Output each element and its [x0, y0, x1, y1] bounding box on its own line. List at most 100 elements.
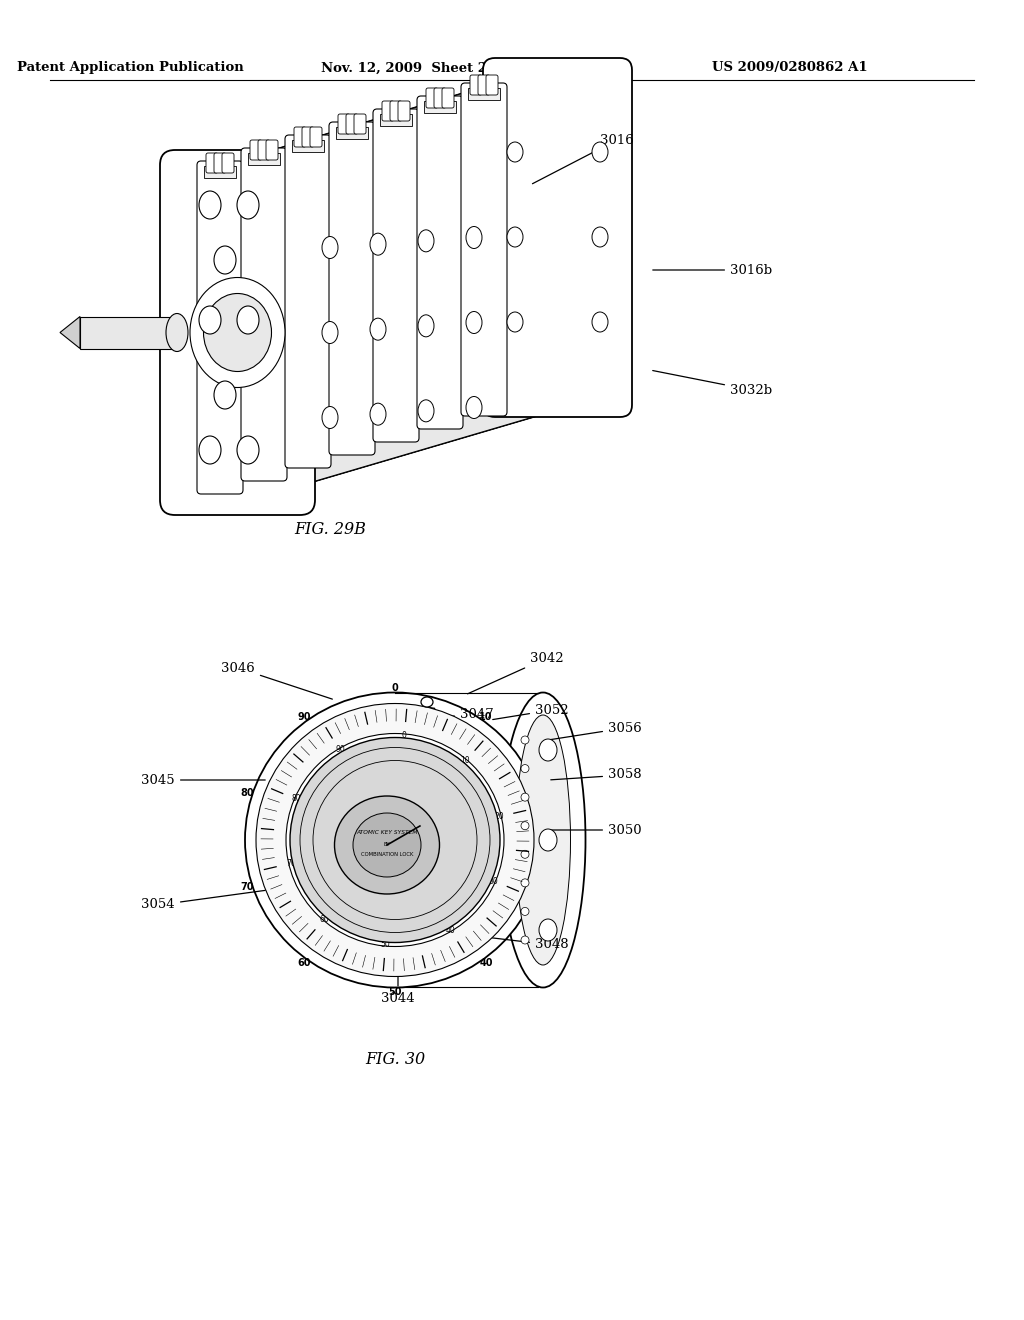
- Polygon shape: [336, 127, 368, 139]
- Polygon shape: [190, 395, 608, 490]
- Ellipse shape: [507, 312, 523, 333]
- FancyBboxPatch shape: [470, 75, 482, 95]
- Text: 3052: 3052: [493, 704, 568, 719]
- Ellipse shape: [521, 907, 529, 916]
- Text: 30: 30: [488, 876, 499, 886]
- Text: 90: 90: [335, 746, 345, 755]
- FancyBboxPatch shape: [160, 150, 315, 515]
- FancyBboxPatch shape: [486, 75, 498, 95]
- Text: 3054: 3054: [141, 891, 265, 912]
- Text: 10: 10: [461, 756, 470, 766]
- Text: FIG. 29B: FIG. 29B: [294, 521, 366, 539]
- FancyBboxPatch shape: [354, 114, 366, 135]
- Text: 0: 0: [391, 682, 398, 693]
- FancyBboxPatch shape: [241, 148, 287, 480]
- Polygon shape: [380, 114, 412, 125]
- FancyBboxPatch shape: [266, 140, 278, 160]
- Ellipse shape: [199, 436, 221, 465]
- Text: FIG. 30: FIG. 30: [365, 1052, 425, 1068]
- Ellipse shape: [237, 191, 259, 219]
- Text: 3016b: 3016b: [652, 264, 772, 276]
- Ellipse shape: [521, 879, 529, 887]
- Ellipse shape: [237, 436, 259, 465]
- Ellipse shape: [418, 230, 434, 252]
- Text: 40: 40: [445, 925, 455, 935]
- FancyBboxPatch shape: [478, 75, 490, 95]
- Text: 3047: 3047: [418, 709, 494, 722]
- FancyBboxPatch shape: [285, 135, 331, 469]
- Text: 3048: 3048: [471, 936, 568, 952]
- Polygon shape: [285, 81, 608, 490]
- FancyBboxPatch shape: [442, 88, 454, 108]
- FancyBboxPatch shape: [346, 114, 358, 135]
- Text: 0: 0: [401, 731, 407, 741]
- Text: 20: 20: [495, 812, 504, 821]
- Text: 3032b: 3032b: [652, 371, 772, 396]
- Text: 60: 60: [319, 915, 330, 924]
- Polygon shape: [60, 317, 80, 348]
- Ellipse shape: [322, 322, 338, 343]
- Polygon shape: [204, 166, 236, 178]
- Text: 3045: 3045: [141, 774, 265, 787]
- Text: 40: 40: [479, 958, 493, 968]
- Text: 3058: 3058: [551, 768, 642, 781]
- Ellipse shape: [592, 143, 608, 162]
- Ellipse shape: [539, 829, 557, 851]
- Polygon shape: [424, 102, 456, 114]
- Ellipse shape: [290, 738, 500, 942]
- Polygon shape: [292, 140, 324, 152]
- Text: US 2009/0280862 A1: US 2009/0280862 A1: [712, 62, 867, 74]
- FancyBboxPatch shape: [310, 127, 322, 147]
- Ellipse shape: [370, 318, 386, 341]
- Ellipse shape: [322, 407, 338, 429]
- FancyBboxPatch shape: [302, 127, 314, 147]
- FancyBboxPatch shape: [483, 58, 632, 417]
- FancyBboxPatch shape: [417, 96, 463, 429]
- FancyBboxPatch shape: [214, 153, 226, 173]
- Text: COMBINATION LOCK: COMBINATION LOCK: [360, 853, 414, 858]
- Text: 3046: 3046: [221, 661, 333, 700]
- FancyBboxPatch shape: [197, 161, 243, 494]
- Ellipse shape: [421, 697, 433, 708]
- Text: 80: 80: [292, 795, 301, 804]
- FancyBboxPatch shape: [222, 153, 234, 173]
- Text: 90: 90: [297, 711, 310, 722]
- Ellipse shape: [466, 312, 482, 334]
- Ellipse shape: [245, 693, 545, 987]
- Polygon shape: [248, 153, 280, 165]
- Ellipse shape: [237, 306, 259, 334]
- Ellipse shape: [466, 396, 482, 418]
- Ellipse shape: [466, 227, 482, 248]
- Ellipse shape: [322, 236, 338, 259]
- Text: 50: 50: [381, 940, 390, 949]
- FancyBboxPatch shape: [434, 88, 446, 108]
- Ellipse shape: [335, 796, 439, 894]
- FancyBboxPatch shape: [426, 88, 438, 108]
- Ellipse shape: [539, 739, 557, 762]
- FancyBboxPatch shape: [250, 140, 262, 160]
- Ellipse shape: [370, 403, 386, 425]
- Text: Nov. 12, 2009  Sheet 24 of 44: Nov. 12, 2009 Sheet 24 of 44: [322, 62, 539, 74]
- Ellipse shape: [199, 191, 221, 219]
- Ellipse shape: [521, 936, 529, 944]
- Text: 80: 80: [241, 788, 254, 799]
- Text: 70: 70: [241, 882, 254, 892]
- Text: Patent Application Publication: Patent Application Publication: [16, 62, 244, 74]
- Ellipse shape: [507, 227, 523, 247]
- FancyBboxPatch shape: [398, 102, 410, 121]
- Ellipse shape: [190, 277, 285, 388]
- Polygon shape: [468, 88, 500, 100]
- Ellipse shape: [204, 293, 271, 371]
- Ellipse shape: [286, 734, 504, 946]
- FancyBboxPatch shape: [461, 83, 507, 416]
- Text: 3056: 3056: [551, 722, 642, 739]
- Ellipse shape: [521, 764, 529, 772]
- Ellipse shape: [592, 312, 608, 333]
- Ellipse shape: [507, 143, 523, 162]
- Ellipse shape: [199, 306, 221, 334]
- Text: 3042: 3042: [468, 652, 563, 694]
- Ellipse shape: [353, 813, 421, 876]
- Text: 60: 60: [297, 958, 310, 968]
- Ellipse shape: [418, 315, 434, 337]
- Ellipse shape: [370, 234, 386, 255]
